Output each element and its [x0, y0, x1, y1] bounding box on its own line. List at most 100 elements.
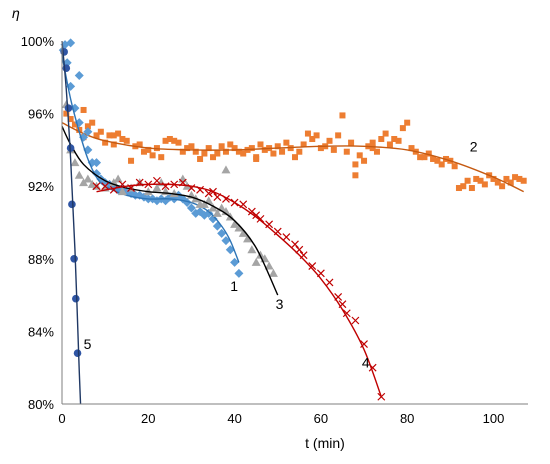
data-point: [234, 268, 244, 278]
data-point: [304, 130, 311, 137]
data-point: [252, 211, 261, 220]
data-point: [273, 227, 282, 236]
data-point: [460, 183, 467, 190]
series-2: [61, 106, 527, 193]
data-point: [240, 150, 247, 157]
data-point: [247, 245, 257, 254]
data-point: [218, 143, 225, 150]
data-point: [308, 262, 317, 270]
data-point: [80, 106, 87, 113]
data-point: [473, 175, 480, 182]
series-3: [61, 100, 279, 296]
series-4: [92, 176, 386, 401]
x-tick-label: 0: [58, 411, 65, 426]
data-point: [217, 228, 227, 238]
data-point: [373, 148, 380, 155]
data-point: [221, 165, 231, 174]
data-point: [110, 132, 117, 139]
data-point: [481, 181, 488, 188]
data-point: [234, 223, 244, 232]
data-point: [72, 294, 80, 303]
data-point: [123, 137, 130, 144]
data-point: [83, 174, 93, 183]
curve-label-1: 1: [230, 278, 238, 294]
data-point: [83, 127, 93, 137]
data-point: [477, 177, 484, 184]
data-point: [110, 141, 117, 148]
data-point: [201, 150, 208, 157]
data-point: [507, 179, 514, 186]
data-point: [197, 155, 204, 162]
data-point: [60, 48, 68, 56]
fit-line-5: [61, 40, 82, 404]
data-point: [149, 152, 156, 159]
data-point: [171, 137, 178, 144]
data-point: [74, 170, 84, 179]
data-point: [317, 145, 324, 152]
data-point: [417, 154, 424, 161]
data-point: [175, 139, 182, 146]
data-point: [92, 182, 101, 191]
x-tick-label: 20: [141, 411, 155, 426]
data-point: [128, 157, 135, 164]
data-point: [369, 139, 376, 146]
curve-labels: 1 2 3 4 5: [84, 138, 478, 370]
data-point: [68, 200, 76, 209]
data-point: [326, 137, 333, 144]
data-point: [330, 146, 337, 153]
data-point: [63, 110, 70, 117]
data-point: [391, 136, 398, 143]
data-point: [205, 145, 212, 152]
data-point: [378, 136, 385, 143]
data-point: [136, 141, 143, 148]
data-point: [113, 174, 123, 183]
data-point: [361, 157, 368, 164]
data-point: [145, 146, 152, 153]
data-point: [282, 233, 291, 241]
data-point: [274, 143, 281, 150]
data-point: [102, 139, 109, 146]
data-point: [222, 148, 229, 155]
tick-labels: 0 20 40 60 80 100 80% 84% 88% 92% 96% 100%: [21, 34, 505, 426]
data-point: [386, 141, 393, 148]
data-point: [404, 119, 411, 126]
data-point: [494, 179, 501, 186]
y-tick-label: 92%: [28, 179, 54, 194]
y-tick-label: 96%: [28, 107, 54, 122]
data-point: [464, 177, 471, 184]
data-point: [261, 146, 268, 153]
data-point: [430, 155, 437, 162]
data-point: [115, 130, 122, 137]
data-point: [257, 141, 264, 148]
x-axis-label: t (min): [305, 435, 345, 451]
x-tick-label: 60: [314, 411, 328, 426]
data-point: [352, 161, 359, 168]
data-point: [313, 132, 320, 139]
data-point: [230, 257, 240, 267]
data-point: [208, 203, 218, 212]
data-point: [66, 38, 76, 48]
y-tick-label: 84%: [28, 324, 54, 339]
y-tick-label: 88%: [28, 252, 54, 267]
data-point: [455, 185, 462, 192]
data-point: [140, 148, 147, 155]
data-point: [70, 254, 78, 263]
data-point: [117, 187, 127, 196]
data-point: [339, 112, 346, 119]
data-point: [74, 70, 84, 80]
data-point: [152, 183, 162, 192]
data-point: [70, 158, 80, 167]
data-point: [434, 157, 441, 164]
data-point: [235, 148, 242, 155]
data-point: [356, 152, 363, 159]
axes: [61, 41, 528, 405]
data-point: [92, 168, 102, 178]
data-point: [264, 261, 274, 270]
data-point: [292, 154, 298, 161]
data-point: [101, 182, 110, 191]
y-tick-label: 80%: [28, 397, 54, 412]
data-point: [268, 268, 278, 277]
data-point: [499, 183, 506, 190]
data-point: [451, 163, 458, 170]
x-tick-label: 100: [483, 411, 505, 426]
